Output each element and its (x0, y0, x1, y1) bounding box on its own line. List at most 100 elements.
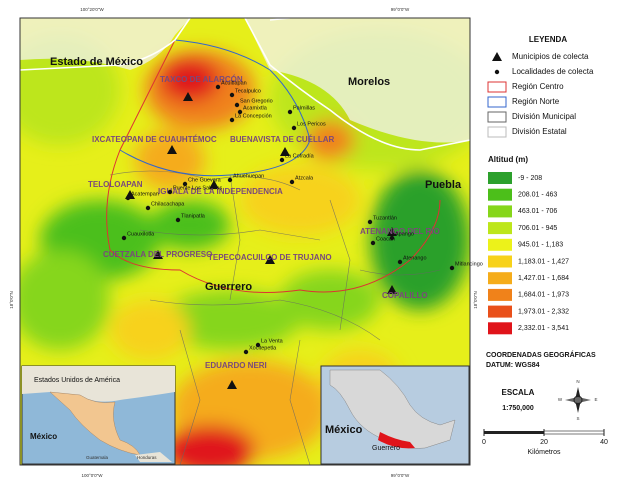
locality-label: Los Pericos (297, 121, 326, 127)
locality-label: Atenango (403, 255, 427, 261)
locality-label: Coacán (376, 236, 395, 242)
legend-swatch (488, 205, 512, 218)
compass (565, 387, 591, 413)
legend-swatch (488, 222, 512, 235)
legend-swatch (488, 255, 512, 268)
locality-label: Acamixtla (243, 105, 268, 111)
legend-label: -9 - 208 (518, 175, 542, 182)
locality-marker (367, 219, 373, 225)
legend-swatch (487, 96, 507, 108)
inset-usa (22, 366, 175, 402)
inset-guerrero (378, 432, 415, 449)
locality-label: Tecalpulco (235, 88, 261, 94)
locality-label: Che Guevara (188, 177, 222, 183)
locality-marker (255, 342, 261, 348)
locality-label: Cuauxilotla (127, 231, 155, 237)
coordinate-label: 18°0'0"N (473, 291, 478, 309)
coordinate-label: 100°0'0"W (81, 473, 103, 478)
municipality-label: ATENANGO DEL RÍO (360, 227, 440, 236)
legend-text: DATUM: WGS84 (486, 362, 540, 369)
terrain (20, 18, 470, 465)
inset-label: Guerrero (372, 445, 400, 452)
inset-mexico (49, 391, 141, 456)
locality-marker (182, 181, 188, 187)
scale-label: 20 (540, 439, 548, 446)
locality-label: San Gregorio (240, 98, 273, 104)
locality-marker (215, 84, 221, 90)
municipality-label: CUETZALA DEL PROGRESO (103, 250, 212, 259)
locality-marker (229, 117, 235, 123)
locality-label: La Cofradía (285, 153, 315, 159)
legend-label: 208.01 - 463 (518, 192, 557, 199)
legend-label: 1,684.01 - 1,973 (518, 292, 569, 299)
compass-label: W (558, 397, 563, 402)
locality-label: Acuitlapan (221, 80, 247, 86)
locality-label: Atzcala (295, 175, 314, 181)
locality-marker (121, 235, 127, 241)
locality-marker (279, 157, 285, 163)
state-label: Morelos (348, 76, 390, 88)
locality-marker (145, 205, 151, 211)
municipality-marker (387, 285, 397, 294)
legend-label: División Estatal (512, 127, 567, 136)
legend-swatch (488, 288, 512, 301)
state-label: Estado de México (50, 56, 143, 68)
municipality-marker (280, 147, 290, 156)
locality-label: La Venta (261, 338, 284, 344)
municipality-label: COPALILLO (382, 291, 428, 300)
state-label: Guerrero (205, 281, 252, 293)
locality-marker (243, 349, 249, 355)
municipality-label: EDUARDO NERI (205, 361, 267, 370)
locality-marker (234, 102, 240, 108)
legend-title: LEYENDA (529, 35, 567, 44)
compass-label: E (594, 397, 597, 402)
municipality-label: IGUALA DE LA INDEPENDENCIA (158, 187, 283, 196)
locality-marker (125, 195, 131, 201)
legend-label: 1,427.01 - 1,684 (518, 275, 569, 282)
legend-label: Región Norte (512, 97, 560, 106)
municipality-label: IXCATEOPAN DE CUAUHTÉMOC (92, 135, 217, 144)
coordinate-label: 18°0'0"N (9, 291, 14, 309)
municipality-marker (209, 180, 219, 189)
municipality-marker (183, 92, 193, 101)
municipality-label: TEPECOACUILCO DE TRUJANO (208, 253, 332, 262)
municipality-label: TAXCO DE ALARCÓN (160, 75, 243, 84)
locality-marker (389, 235, 395, 241)
locality-label: Puente Los Sabinos (173, 185, 222, 191)
scale-unit: Kilómetros (527, 449, 561, 456)
locality-label: Xocitepetla (249, 345, 277, 351)
scale-label: 0 (482, 439, 486, 446)
legend-swatch (488, 305, 512, 318)
legend-label: Municipios de colecta (512, 52, 589, 61)
locality-marker (449, 265, 455, 271)
inset-label: Estados Unidos de América (34, 377, 120, 384)
locality-marker (175, 217, 181, 223)
locality-marker (291, 125, 297, 131)
legend-swatch (488, 188, 512, 201)
locality-marker (167, 189, 173, 195)
legend-swatch (487, 81, 507, 93)
locality-label: Apango (395, 231, 414, 237)
locality-marker (287, 109, 293, 115)
municipality-marker (227, 380, 237, 389)
coordinate-label: 99°0'0"W (391, 7, 410, 12)
locality-marker (397, 259, 403, 265)
locality-label: Chilacachapa (151, 201, 185, 207)
inset-label: Guatemala (86, 455, 109, 460)
locality-marker (229, 92, 235, 98)
locality-label: Tlanipatla (181, 213, 206, 219)
inset-label: México (325, 424, 363, 436)
legend-label: Localidades de colecta (512, 67, 594, 76)
municipality-marker (492, 52, 502, 61)
scale-label: 40 (600, 439, 608, 446)
compass-label: S (576, 416, 579, 421)
legend-text: COORDENADAS GEOGRÁFICAS (486, 350, 596, 359)
legend-text: 1:750,000 (502, 405, 534, 412)
legend-label: 945.01 - 1,183 (518, 242, 563, 249)
coordinate-label: 100°20'0"W (80, 7, 104, 12)
locality-marker (227, 177, 233, 183)
legend-swatch (487, 126, 507, 138)
legend-swatch (488, 238, 512, 251)
locality-marker (494, 69, 500, 75)
locality-label: Palmillas (293, 105, 315, 111)
